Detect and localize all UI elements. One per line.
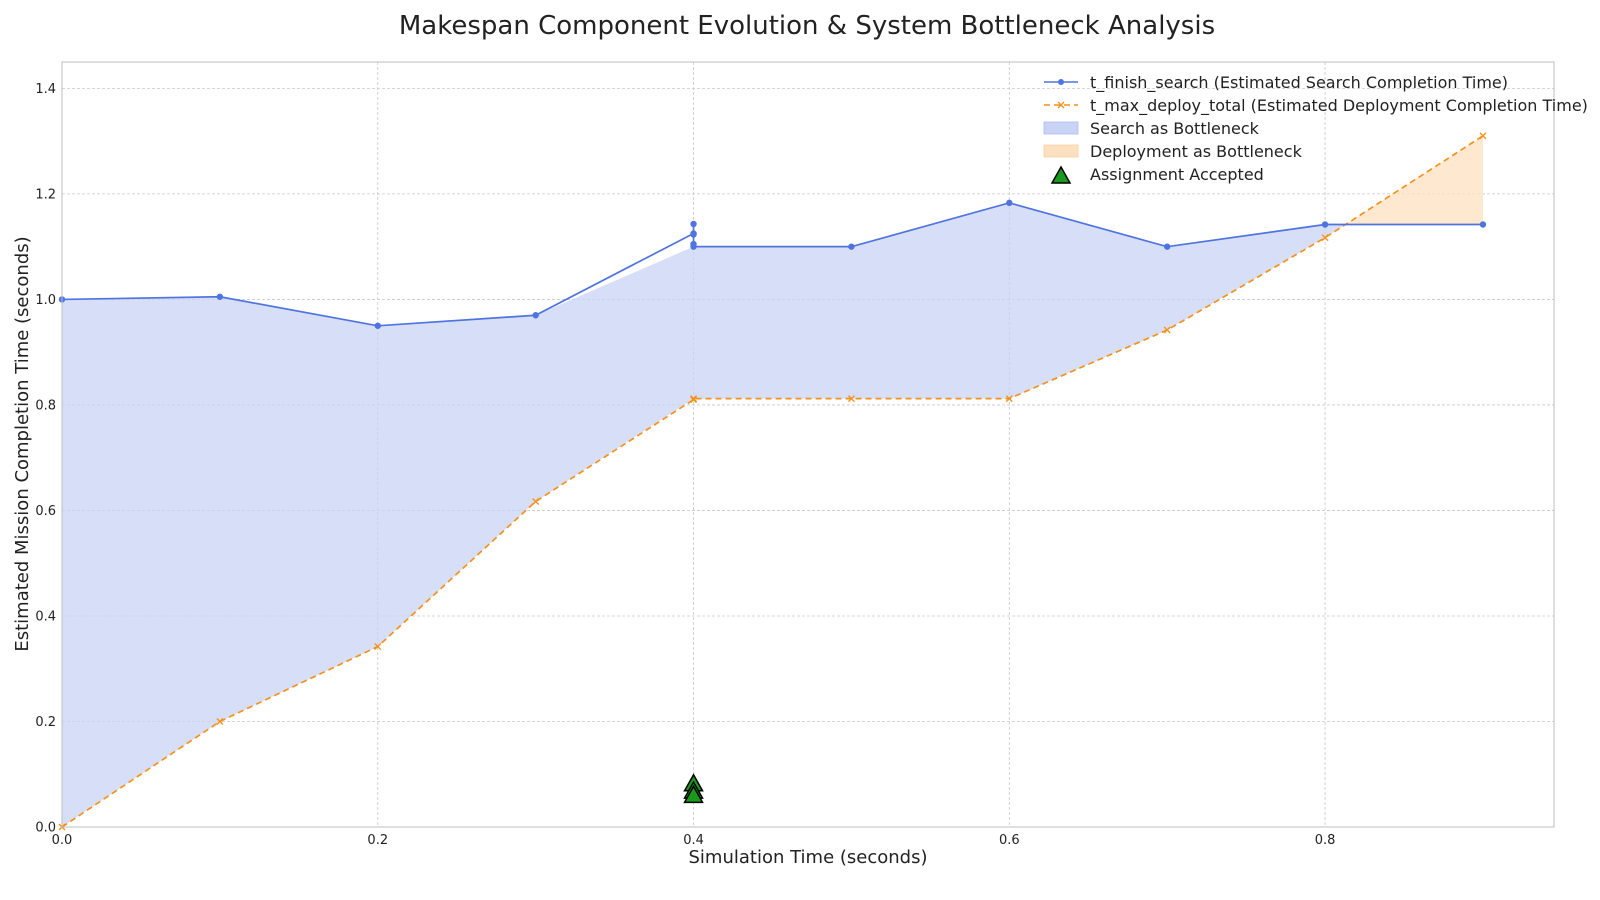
legend: t_finish_search (Estimated Search Comple… bbox=[1043, 73, 1588, 184]
search-point bbox=[1479, 221, 1487, 228]
search-point bbox=[690, 243, 697, 250]
legend-swatch-search-fill bbox=[1043, 121, 1079, 135]
y-tick-label: 1.4 bbox=[35, 82, 56, 97]
y-axis-label: Estimated Mission Completion Time (secon… bbox=[12, 236, 33, 651]
chart-title: Makespan Component Evolution & System Bo… bbox=[399, 11, 1215, 41]
legend-label-deploy-fill: Deployment as Bottleneck bbox=[1090, 142, 1303, 161]
search-point bbox=[1163, 243, 1171, 250]
event-layer bbox=[683, 773, 704, 804]
legend-marker-assignment bbox=[1050, 165, 1072, 184]
legend-label-search-fill: Search as Bottleneck bbox=[1090, 119, 1260, 138]
marker-layer bbox=[58, 132, 1487, 831]
deploy-point bbox=[1479, 132, 1487, 140]
search-point bbox=[374, 322, 381, 329]
y-tick-label: 0.4 bbox=[35, 609, 56, 624]
deploy-point bbox=[1005, 395, 1013, 403]
legend-marker-deploy bbox=[1057, 101, 1065, 109]
y-tick-label: 0.2 bbox=[35, 715, 56, 730]
legend-label-search: t_finish_search (Estimated Search Comple… bbox=[1090, 73, 1508, 93]
plot-frame bbox=[61, 61, 1555, 828]
deploy-point bbox=[690, 396, 698, 404]
y-tick-label: 1.2 bbox=[35, 187, 56, 202]
x-tick-label: 0.8 bbox=[1315, 833, 1336, 848]
deploy-point bbox=[847, 395, 855, 403]
search-point bbox=[1321, 221, 1329, 228]
legend-label-deploy: t_max_deploy_total (Estimated Deployment… bbox=[1090, 96, 1588, 116]
search-point bbox=[216, 293, 224, 300]
y-tick-label: 0.0 bbox=[35, 821, 56, 836]
deploy-point bbox=[216, 717, 224, 725]
y-tick-label: 0.6 bbox=[35, 504, 56, 519]
search-point bbox=[848, 243, 855, 250]
search-point bbox=[532, 312, 539, 319]
x-tick-label: 0.2 bbox=[367, 833, 388, 848]
deploy-point bbox=[690, 395, 698, 403]
search-point bbox=[690, 231, 697, 238]
line-layer bbox=[61, 135, 1484, 828]
y-tick-label: 1.0 bbox=[35, 293, 56, 308]
deploy-point bbox=[1163, 326, 1171, 334]
deploy-point bbox=[532, 497, 540, 505]
x-axis-label: Simulation Time (seconds) bbox=[689, 847, 928, 868]
x-tick-label: 0.4 bbox=[683, 833, 704, 848]
y-tick-label: 0.8 bbox=[35, 398, 56, 413]
x-tick-label: 0.6 bbox=[999, 833, 1020, 848]
fill-layer bbox=[62, 135, 1483, 827]
deploy-point bbox=[1321, 234, 1329, 242]
search-point bbox=[690, 220, 697, 228]
series-line-search bbox=[61, 201, 1483, 327]
x-tick-label: 0.0 bbox=[52, 833, 73, 848]
legend-marker-search bbox=[1058, 79, 1064, 85]
fill-search-bottleneck bbox=[62, 202, 1346, 827]
tick-layer: 0.0 0.2 0.4 0.6 0.8 0.0 0.2 0.4 0.6 0.8 1.0 1.2 1.4 bbox=[35, 82, 1335, 848]
assignment-accepted-marker bbox=[683, 784, 704, 804]
legend-swatch-deploy-fill bbox=[1043, 144, 1079, 158]
search-point bbox=[1006, 199, 1013, 207]
deploy-point bbox=[374, 643, 382, 651]
legend-label-assignment: Assignment Accepted bbox=[1090, 165, 1264, 184]
